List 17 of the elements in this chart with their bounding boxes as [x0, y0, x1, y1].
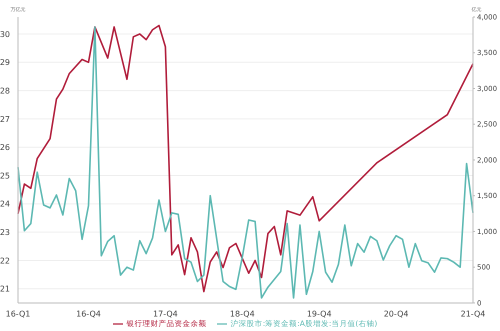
y-tick-label: 24: [0, 200, 10, 209]
x-tick-label: 18-Q4: [230, 310, 255, 319]
x-tick-label: 21-Q4: [460, 310, 486, 319]
y-tick-label: 21: [0, 284, 10, 294]
y-tick-label: 26: [0, 143, 10, 152]
y-tick-label: 28: [0, 86, 10, 96]
x-tick-label: 19-Q4: [306, 310, 332, 319]
y-tick-label: 27: [0, 114, 10, 124]
y-tick-label: 25: [0, 171, 10, 180]
y-tick-label: 23: [0, 228, 10, 237]
x-tick-label: 17-Q4: [153, 310, 178, 319]
x-tick-label: 16-Q1: [6, 310, 30, 319]
x-tick-label: 20-Q4: [384, 310, 408, 319]
y-tick-label: 29: [0, 58, 10, 68]
y-tick-label: 22: [0, 256, 10, 266]
y-tick-label: 30: [0, 30, 10, 39]
x-tick-label: 16-Q4: [76, 310, 101, 319]
